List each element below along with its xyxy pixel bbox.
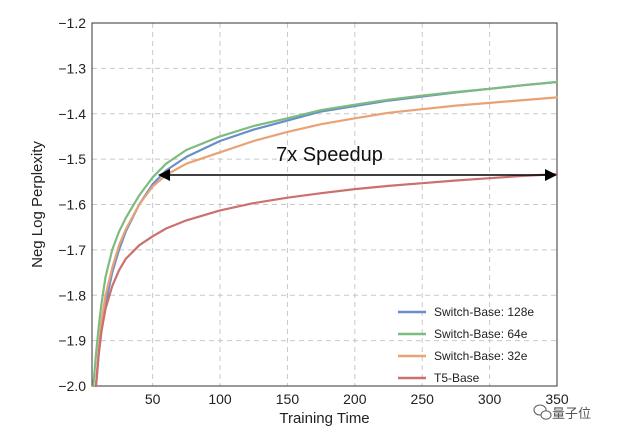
series-line bbox=[94, 173, 559, 388]
y-tick-label: −1.3 bbox=[58, 60, 86, 76]
legend-label: T5-Base bbox=[434, 371, 480, 385]
watermark-text: 量子位 bbox=[552, 407, 591, 422]
x-tick-label: 250 bbox=[411, 391, 435, 407]
x-tick-label: 350 bbox=[545, 391, 569, 407]
series-line bbox=[94, 96, 559, 388]
x-tick-label: 200 bbox=[343, 391, 367, 407]
x-tick-labels: 50 100 150 200 250 300 350 bbox=[145, 391, 569, 407]
y-tick-label: −2.0 bbox=[58, 378, 86, 394]
legend-label: Switch-Base: 32e bbox=[434, 349, 528, 363]
x-tick-label: 100 bbox=[208, 391, 232, 407]
y-tick-label: −1.2 bbox=[58, 15, 86, 31]
y-tick-labels: −2.0 −1.9 −1.8 −1.7 −1.6 −1.5 −1.4 −1.3 −1.2 bbox=[58, 15, 86, 394]
wechat-icon bbox=[533, 404, 552, 420]
x-tick-label: 50 bbox=[145, 391, 161, 407]
annotation-label: 7x Speedup bbox=[276, 144, 383, 166]
legend-label: Switch-Base: 128e bbox=[434, 305, 534, 319]
x-tick-label: 300 bbox=[478, 391, 502, 407]
y-tick-label: −1.5 bbox=[58, 151, 86, 167]
x-tick-label: 150 bbox=[276, 391, 300, 407]
y-tick-label: −1.9 bbox=[58, 333, 86, 349]
series-lines bbox=[92, 80, 559, 388]
arrow-head-left bbox=[158, 169, 171, 182]
annotation: 7x Speedup bbox=[158, 144, 557, 182]
arrow-head-right bbox=[545, 169, 557, 182]
watermark: 量子位 bbox=[533, 404, 591, 422]
legend-label: Switch-Base: 64e bbox=[434, 327, 528, 341]
legend: Switch-Base: 128e Switch-Base: 64e Switch-… bbox=[398, 305, 534, 385]
y-axis-title: Neg Log Perplexity bbox=[29, 141, 46, 268]
y-tick-label: −1.7 bbox=[58, 242, 86, 258]
y-tick-label: −1.4 bbox=[58, 106, 86, 122]
series-line bbox=[92, 80, 559, 388]
plot-frame bbox=[91, 22, 558, 387]
x-axis-title: Training Time bbox=[279, 410, 369, 427]
y-tick-label: −1.6 bbox=[58, 197, 86, 213]
y-tick-label: −1.8 bbox=[58, 287, 86, 303]
